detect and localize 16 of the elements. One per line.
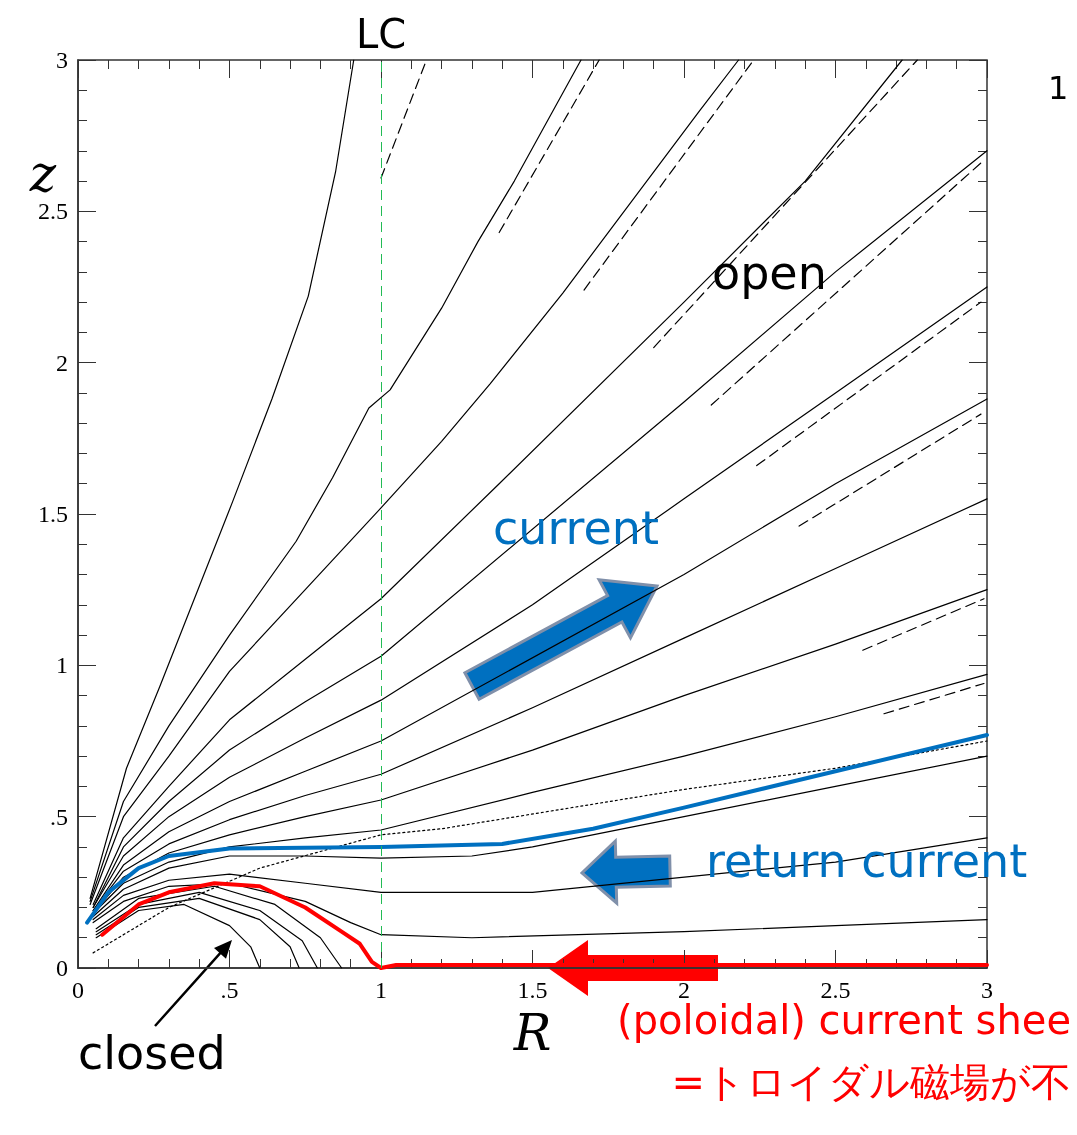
- x-tick-label: 0: [72, 977, 84, 1003]
- text: 1: [1048, 69, 1069, 107]
- x-tick-label: 1.5: [517, 977, 548, 1003]
- y-tick-label: 0: [56, 955, 68, 981]
- annotation: open: [712, 246, 827, 300]
- ref-line-label: LC: [355, 11, 407, 57]
- y-tick-label: .5: [50, 803, 68, 830]
- x-axis-title: R: [512, 1004, 552, 1062]
- x-tick-label: .5: [220, 977, 239, 1003]
- y-tick-label: 1.5: [38, 501, 68, 527]
- text: =トロイダル磁場が不: [671, 1059, 1071, 1105]
- y-tick-label: 2: [56, 349, 68, 376]
- y-tick-label: 3: [56, 47, 68, 73]
- x-tick-label: 1: [375, 977, 387, 1003]
- text: closed: [78, 1026, 226, 1080]
- y-tick-label: 1: [56, 652, 68, 679]
